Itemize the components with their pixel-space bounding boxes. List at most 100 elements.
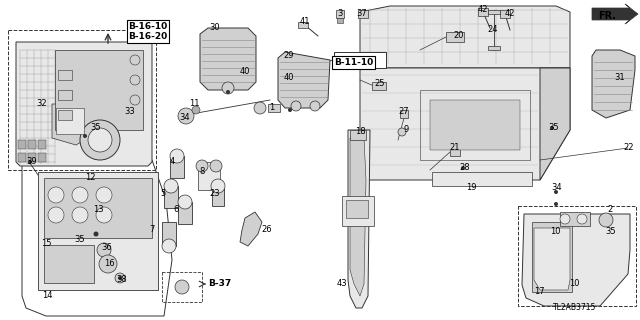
Circle shape — [48, 207, 64, 223]
Bar — [372, 82, 386, 90]
Circle shape — [93, 231, 99, 236]
Bar — [178, 202, 192, 224]
Bar — [532, 222, 572, 292]
Circle shape — [28, 160, 32, 164]
Bar — [162, 222, 176, 246]
Circle shape — [97, 243, 111, 257]
Circle shape — [88, 128, 112, 152]
Text: 26: 26 — [262, 226, 272, 235]
Bar — [358, 10, 368, 18]
Bar — [336, 10, 344, 18]
Bar — [500, 10, 510, 18]
Circle shape — [554, 202, 558, 206]
Circle shape — [254, 102, 266, 114]
Circle shape — [577, 214, 587, 224]
Circle shape — [162, 239, 176, 253]
Bar — [337, 18, 343, 23]
Text: 36: 36 — [102, 244, 113, 252]
Polygon shape — [592, 50, 635, 118]
Text: 33: 33 — [125, 108, 136, 116]
Text: TL2AB3715: TL2AB3715 — [554, 303, 596, 313]
Polygon shape — [350, 138, 366, 296]
Bar — [58, 70, 72, 80]
Bar — [346, 200, 368, 218]
Circle shape — [99, 255, 117, 273]
Circle shape — [291, 101, 301, 111]
Text: 41: 41 — [300, 18, 310, 27]
Bar — [400, 110, 408, 118]
Text: 6: 6 — [173, 205, 179, 214]
Polygon shape — [348, 130, 370, 308]
Text: 30: 30 — [210, 23, 220, 33]
Bar — [58, 90, 72, 100]
Bar — [450, 148, 460, 156]
Polygon shape — [16, 42, 152, 166]
Text: 37: 37 — [356, 10, 367, 19]
Text: 27: 27 — [399, 108, 410, 116]
Text: 19: 19 — [466, 183, 476, 193]
Bar — [420, 90, 530, 160]
Circle shape — [560, 214, 570, 224]
Text: 21: 21 — [450, 143, 460, 153]
Bar — [55, 50, 143, 130]
Text: 1: 1 — [269, 103, 275, 113]
Bar — [44, 245, 94, 283]
Bar — [28, 153, 36, 162]
Circle shape — [226, 90, 230, 94]
Text: 42: 42 — [505, 10, 515, 19]
Bar — [38, 140, 46, 149]
Circle shape — [130, 95, 140, 105]
Polygon shape — [360, 68, 570, 180]
Text: 10: 10 — [569, 279, 579, 289]
Bar — [28, 140, 36, 149]
Bar — [446, 32, 464, 42]
Text: 7: 7 — [149, 226, 155, 235]
Circle shape — [96, 207, 112, 223]
Text: 29: 29 — [284, 51, 294, 60]
Circle shape — [288, 108, 292, 112]
Text: 17: 17 — [534, 287, 544, 297]
Circle shape — [192, 106, 200, 114]
Circle shape — [170, 149, 184, 163]
Circle shape — [178, 108, 194, 124]
Bar — [488, 46, 500, 50]
Bar — [342, 196, 374, 226]
Text: FR.: FR. — [598, 11, 616, 21]
Bar — [432, 172, 532, 186]
Text: 2: 2 — [607, 205, 612, 214]
Text: 42: 42 — [477, 5, 488, 14]
Text: 22: 22 — [624, 143, 634, 153]
Bar — [18, 153, 26, 162]
Text: 24: 24 — [488, 26, 499, 35]
Bar — [162, 272, 202, 302]
Circle shape — [554, 190, 558, 194]
Polygon shape — [360, 6, 570, 68]
Circle shape — [83, 134, 87, 138]
Circle shape — [118, 276, 122, 280]
Bar — [164, 186, 178, 208]
Bar — [212, 188, 224, 206]
Text: 3: 3 — [337, 10, 342, 19]
Polygon shape — [200, 28, 256, 90]
Text: 23: 23 — [210, 189, 220, 198]
Circle shape — [550, 126, 554, 130]
Bar — [478, 8, 488, 16]
Circle shape — [222, 82, 234, 94]
Polygon shape — [522, 214, 630, 306]
Circle shape — [80, 120, 120, 160]
Circle shape — [48, 187, 64, 203]
Polygon shape — [240, 212, 262, 246]
Circle shape — [72, 207, 88, 223]
Text: B-11-10: B-11-10 — [334, 58, 373, 67]
Text: B-37: B-37 — [208, 279, 231, 289]
Text: 20: 20 — [454, 31, 464, 41]
Polygon shape — [534, 228, 570, 290]
Text: 10: 10 — [550, 228, 560, 236]
Text: 9: 9 — [403, 125, 408, 134]
Text: 13: 13 — [93, 205, 103, 214]
Text: 43: 43 — [337, 279, 348, 289]
Bar — [58, 110, 72, 120]
Text: 40: 40 — [240, 68, 250, 76]
Circle shape — [310, 101, 320, 111]
Bar — [18, 140, 26, 149]
